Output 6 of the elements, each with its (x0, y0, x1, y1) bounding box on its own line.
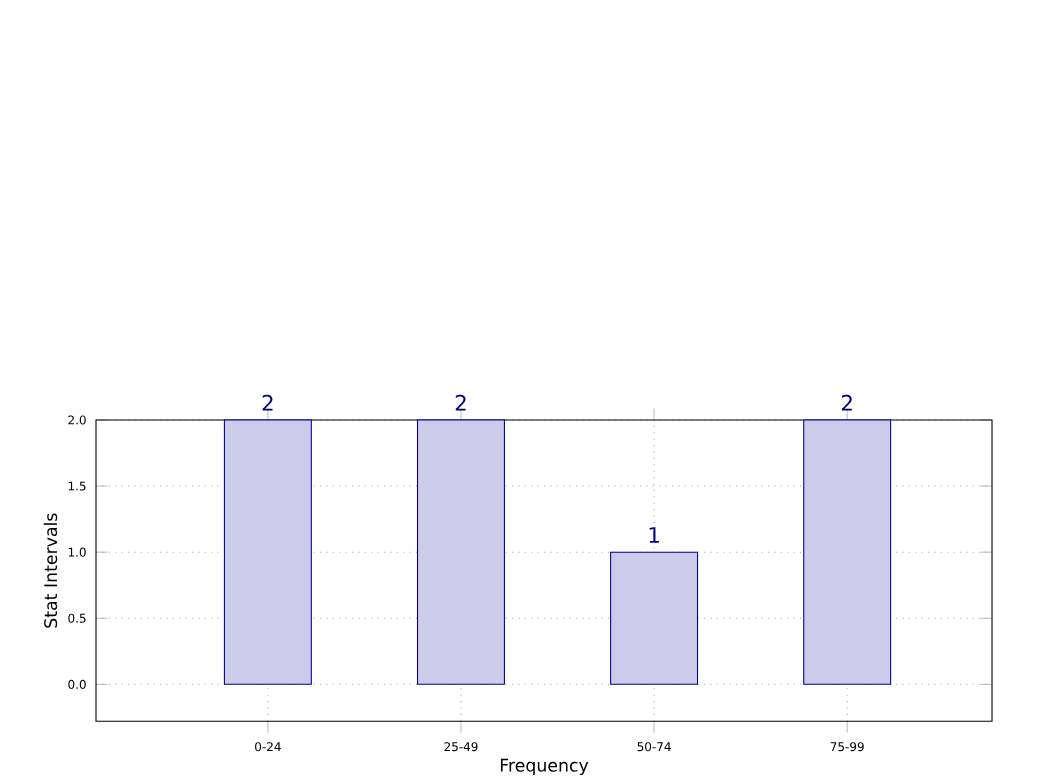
data-label: 1 (649, 527, 659, 543)
data-label: 2 (455, 394, 466, 411)
x-axis-title: Frequency (500, 758, 589, 776)
data-label: 2 (841, 394, 852, 411)
y-axis-title: Stat Intervals (43, 513, 58, 628)
data-label: 2 (262, 394, 273, 411)
